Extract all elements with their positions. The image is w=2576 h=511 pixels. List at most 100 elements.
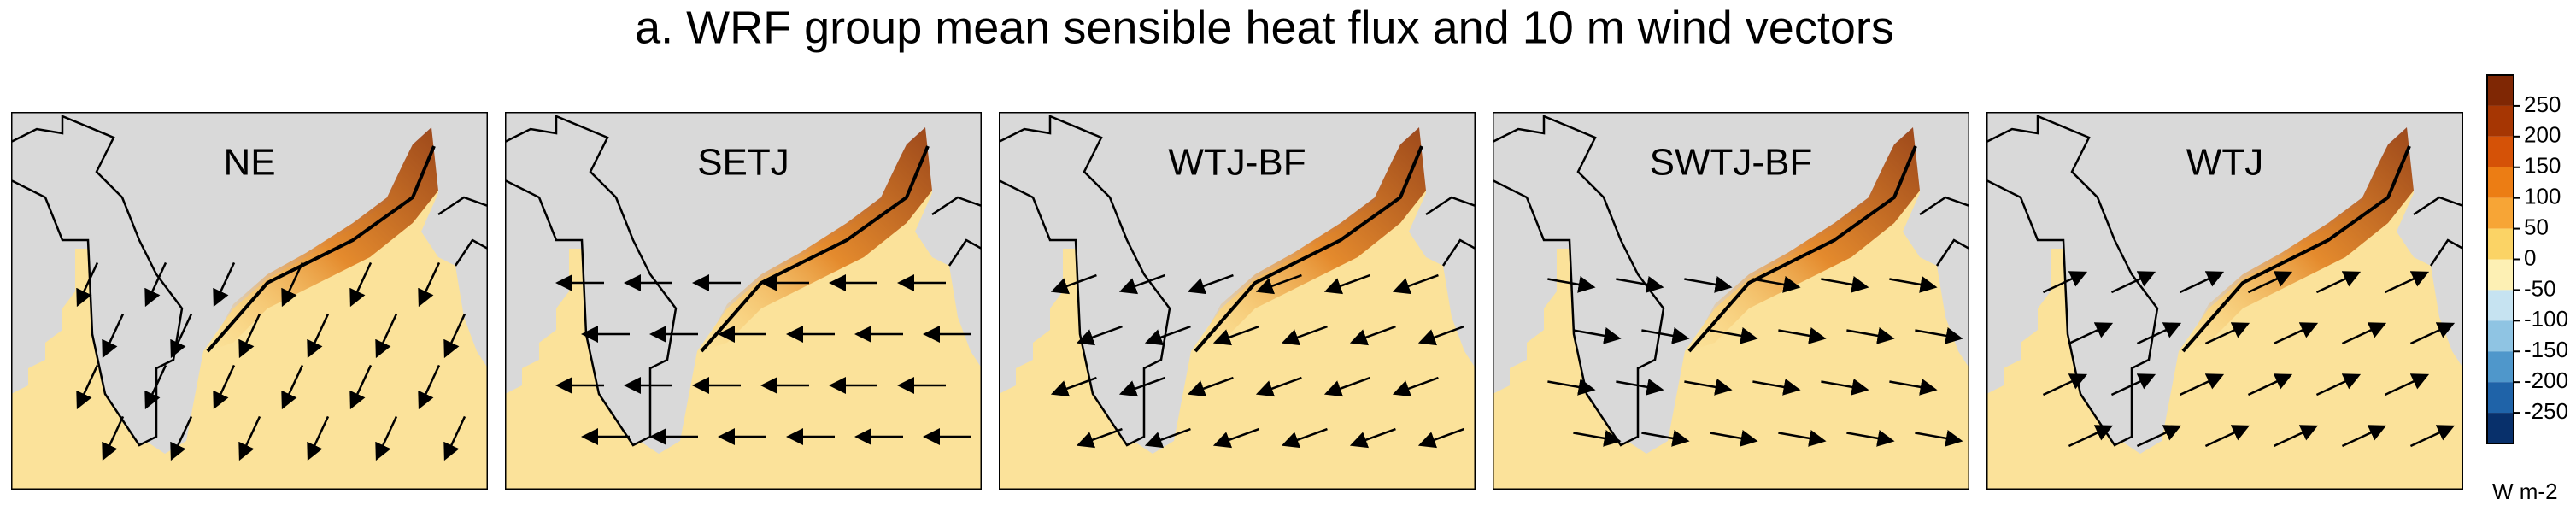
colorbar-swatch [2487, 382, 2514, 414]
wind-vector [2341, 425, 2387, 448]
wind-vector [76, 364, 99, 410]
wind-vector [1349, 325, 1396, 346]
wind-vector [2409, 425, 2456, 448]
colorbar-swatch [2487, 320, 2514, 352]
wind-vector [443, 415, 466, 461]
colorbar-swatch [2487, 351, 2514, 383]
wind-vector [1392, 376, 1439, 397]
wind-vector [1323, 273, 1370, 295]
wind-vector [1144, 427, 1191, 449]
wind-vector [1846, 327, 1895, 344]
wind-vector [307, 313, 330, 359]
wind-vector [1212, 427, 1259, 449]
wind-vector [1915, 327, 1963, 344]
wind-vector [102, 313, 125, 359]
wind-vector [1050, 273, 1097, 295]
wind-vector [375, 313, 398, 359]
wind-vector [2247, 373, 2293, 396]
colorbar-swatch [2487, 75, 2514, 106]
colorbar-tick-label: -100 [2524, 306, 2568, 332]
wind-vector [1821, 379, 1869, 396]
wind-vector [238, 313, 261, 359]
map-panel: SWTJ-BF [1493, 112, 1969, 490]
colorbar-tick-label: -50 [2524, 275, 2556, 301]
wind-vector [1616, 276, 1664, 293]
wind-vector [1187, 273, 1234, 295]
wind-vector [281, 261, 304, 308]
wind-vector [2273, 322, 2319, 345]
panel-label: WTJ [2186, 142, 2263, 184]
wind-vector [1684, 379, 1733, 396]
wind-vector [2179, 373, 2225, 396]
wind-vector [1889, 379, 1938, 396]
wind-vector [1641, 327, 1690, 344]
wind-vector [2315, 373, 2362, 396]
wind-vector [1281, 325, 1328, 346]
wind-vector [238, 415, 261, 461]
wind-vector [1076, 427, 1123, 449]
wind-vector [1616, 379, 1664, 396]
wind-vector [1076, 325, 1123, 346]
colorbar-swatch [2487, 228, 2514, 260]
wind-vector [2110, 373, 2156, 396]
wind-vector [1778, 327, 1827, 344]
wind-vector [1710, 430, 1758, 447]
wind-vector [76, 261, 99, 308]
wind-vector [2247, 271, 2293, 294]
colorbar-tick-label: 250 [2524, 91, 2561, 117]
wind-vector [2042, 271, 2088, 294]
figure-title: a. WRF group mean sensible heat flux and… [635, 2, 1894, 53]
wind-vector [2042, 373, 2088, 396]
wind-vector [307, 415, 330, 461]
colorbar-swatch [2487, 259, 2514, 291]
colorbar-swatch [2487, 290, 2514, 321]
wind-vector [1349, 427, 1396, 449]
colorbar-swatch [2487, 105, 2514, 137]
wind-vector [443, 313, 466, 359]
map-panel: WTJ [1986, 112, 2463, 490]
colorbar-swatch [2487, 167, 2514, 198]
panel-label: SWTJ-BF [1650, 142, 1813, 184]
wind-vector [1323, 376, 1370, 397]
wind-vector [170, 415, 193, 461]
colorbar-tick-label: 100 [2524, 184, 2561, 209]
wind-vector [281, 364, 304, 410]
wind-vector [2204, 322, 2250, 345]
colorbar-swatch [2487, 136, 2514, 167]
wind-vector [213, 364, 236, 410]
wind-vector [1118, 376, 1165, 397]
wind-vector [2384, 271, 2430, 294]
wind-vector [349, 364, 373, 410]
wind-vector [2136, 425, 2182, 448]
wind-vector [1710, 327, 1758, 344]
wind-vector [1778, 430, 1827, 447]
colorbar-unit: W m-2 [2492, 479, 2558, 504]
colorbar-tick-label: 0 [2524, 244, 2536, 270]
wind-vector [1915, 430, 1963, 447]
wind-vector [2068, 322, 2114, 345]
wind-vector [1255, 273, 1302, 295]
wind-vector [2136, 322, 2182, 345]
wind-vector [2068, 425, 2114, 448]
map-panel: WTJ-BF [999, 112, 1476, 490]
wind-vector [2384, 373, 2430, 396]
wind-vector [1821, 276, 1869, 293]
wind-vector [1547, 379, 1596, 396]
wind-vector [418, 261, 441, 308]
map-panel: SETJ [505, 112, 982, 490]
colorbar-swatch [2487, 413, 2514, 443]
wind-vector [213, 261, 236, 308]
panel-label: NE [223, 142, 275, 184]
colorbar-tick-label: 200 [2524, 122, 2561, 148]
wind-vector [170, 313, 193, 359]
colorbar-tick-label: -250 [2524, 398, 2568, 424]
wind-vector [2341, 322, 2387, 345]
wind-vector [2110, 271, 2156, 294]
wind-vector [1050, 376, 1097, 397]
wind-vector [1392, 273, 1439, 295]
wind-vector [418, 364, 441, 410]
wind-vector [2315, 271, 2362, 294]
wind-vector [1752, 276, 1801, 293]
wind-vector [1144, 325, 1191, 346]
